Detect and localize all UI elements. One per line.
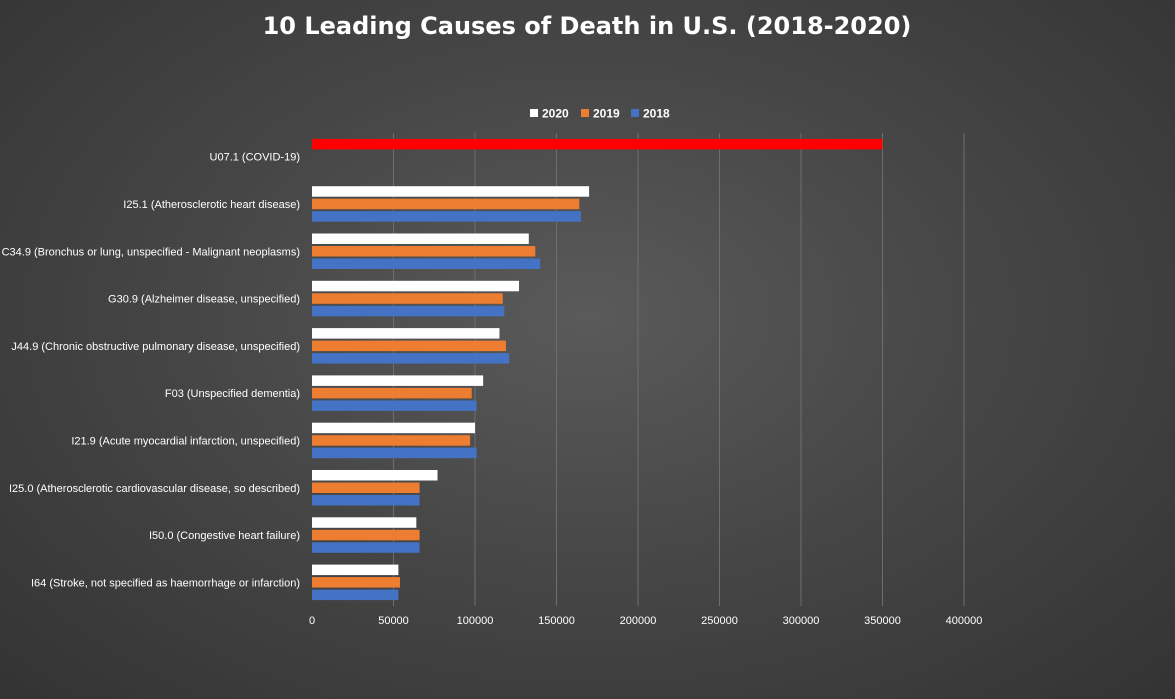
- bar-2018: [312, 258, 541, 269]
- legend-label-2018: 2018: [643, 107, 670, 121]
- category-label: J44.9 (Chronic obstructive pulmonary dis…: [11, 341, 300, 353]
- bar-2020: [312, 564, 399, 576]
- bar-2018: [312, 353, 510, 364]
- chart-title: 10 Leading Causes of Death in U.S. (2018…: [263, 12, 912, 40]
- bars: [312, 138, 883, 601]
- bar-2020: [312, 233, 529, 244]
- bar-2020: [312, 375, 484, 386]
- bar-2018: [312, 495, 420, 506]
- x-tick-label: 350000: [864, 615, 901, 627]
- bar-2018: [312, 542, 420, 553]
- bar-2019: [312, 435, 471, 446]
- category-label: I50.0 (Congestive heart failure): [149, 530, 300, 542]
- legend: 2020 2019 2018: [530, 107, 670, 121]
- category-label: I21.9 (Acute myocardial infarction, unsp…: [71, 435, 300, 447]
- bar-2018: [312, 305, 505, 317]
- category-label: G30.9 (Alzheimer disease, unspecified): [108, 294, 300, 306]
- bar-2020: [312, 470, 438, 481]
- category-label: U07.1 (COVID-19): [210, 152, 300, 164]
- bar-2018: [312, 400, 477, 411]
- legend-label-2019: 2019: [593, 107, 620, 121]
- category-label: C34.9 (Bronchus or lung, unspecified - M…: [2, 246, 300, 258]
- bar-2019: [312, 293, 503, 304]
- bar-2018: [312, 447, 477, 459]
- x-tick-label: 250000: [701, 615, 738, 627]
- bar-2019: [312, 482, 420, 493]
- bar-2020: [312, 517, 417, 528]
- bar-2020: [312, 422, 475, 434]
- category-label: F03 (Unspecified dementia): [165, 388, 300, 400]
- bar-2019: [312, 387, 472, 399]
- bar-2020: [312, 138, 883, 150]
- bar-2019: [312, 529, 420, 541]
- category-label: I64 (Stroke, not specified as haemorrhag…: [31, 577, 300, 589]
- bar-2020: [312, 280, 520, 292]
- x-tick-label: 200000: [620, 615, 657, 627]
- x-tick-label: 50000: [378, 615, 409, 627]
- bar-2020: [312, 328, 500, 339]
- x-tick-label: 100000: [457, 615, 494, 627]
- legend-swatch-2020: [530, 109, 538, 117]
- bar-2019: [312, 340, 506, 352]
- category-label: I25.1 (Atherosclerotic heart disease): [123, 199, 300, 211]
- x-axis-tick-labels: 0 50000 100000 150000 200000 250000 300000 3500…: [309, 615, 982, 627]
- legend-swatch-2019: [581, 109, 589, 117]
- category-labels: U07.1 (COVID-19) I25.1 (Atherosclerotic h…: [2, 152, 300, 590]
- bar-2019: [312, 198, 580, 210]
- bar-2020: [312, 186, 590, 197]
- x-tick-label: 0: [309, 615, 315, 627]
- bar-2018: [312, 211, 581, 222]
- bar-2019: [312, 577, 401, 588]
- category-label: I25.0 (Atherosclerotic cardiovascular di…: [9, 483, 300, 495]
- bar-2019: [312, 246, 536, 257]
- x-tick-label: 300000: [783, 615, 820, 627]
- legend-label-2020: 2020: [542, 107, 569, 121]
- x-tick-label: 150000: [538, 615, 575, 627]
- x-tick-label: 400000: [946, 615, 983, 627]
- legend-swatch-2018: [631, 109, 639, 117]
- bar-2018: [312, 589, 399, 601]
